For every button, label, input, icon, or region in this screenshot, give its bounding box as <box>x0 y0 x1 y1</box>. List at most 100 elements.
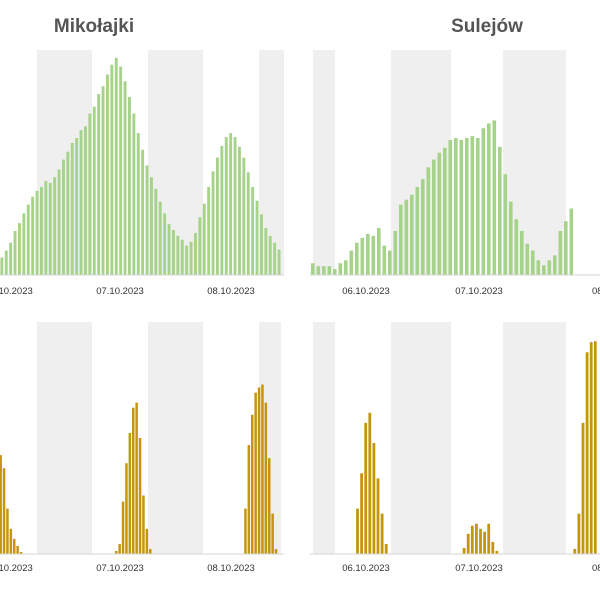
bar <box>268 235 272 275</box>
bar <box>448 140 453 275</box>
bar <box>247 445 251 554</box>
bar <box>220 145 224 275</box>
bar <box>48 183 52 275</box>
bar <box>470 136 475 275</box>
bar <box>92 106 96 276</box>
bar <box>404 199 409 275</box>
bar-series <box>356 341 597 554</box>
bar <box>114 57 118 275</box>
bar <box>443 147 447 275</box>
bar <box>261 384 264 554</box>
bar <box>4 250 8 275</box>
x-tick-label: 07.10.2023 <box>96 563 144 574</box>
bar <box>421 179 425 275</box>
x-tick-label: 08.10.2023 <box>207 286 255 297</box>
bar <box>268 458 271 554</box>
bar <box>2 468 6 554</box>
bar <box>62 159 65 275</box>
bar <box>125 463 128 554</box>
night-band <box>37 322 92 554</box>
bar <box>198 217 202 275</box>
bar <box>542 265 546 275</box>
bar <box>547 260 552 275</box>
bar <box>132 407 135 554</box>
bar <box>251 186 255 275</box>
bar <box>154 188 158 275</box>
bar <box>211 171 215 275</box>
bar <box>271 513 274 554</box>
bar <box>172 230 175 275</box>
bar <box>132 113 136 275</box>
bar <box>110 64 114 275</box>
bar <box>492 120 497 276</box>
x-tick-label: 07.10.2023 <box>455 563 503 574</box>
bar <box>581 422 585 554</box>
bar <box>229 133 233 275</box>
bar <box>0 257 4 275</box>
x-tick-label: 08.10.2023 <box>592 286 600 297</box>
bar <box>569 208 574 275</box>
panel-title: Mikołajki <box>54 16 134 37</box>
bar <box>136 133 140 275</box>
bar <box>553 255 557 275</box>
bar <box>277 249 281 275</box>
x-tick-label: 06.10.2023 <box>0 286 33 297</box>
bar <box>6 508 9 554</box>
bar <box>483 531 486 554</box>
bar <box>118 543 121 554</box>
bar <box>189 241 193 275</box>
panel-title: Sulejów <box>451 16 523 37</box>
bar <box>273 242 277 275</box>
bar <box>150 177 153 275</box>
bar <box>35 190 39 275</box>
bar <box>487 523 491 554</box>
bar <box>101 86 105 275</box>
bar <box>432 159 436 275</box>
bar <box>216 157 219 275</box>
bar <box>119 66 123 275</box>
bar <box>22 213 26 275</box>
bar <box>246 172 250 275</box>
bar <box>355 242 359 275</box>
bar <box>145 165 149 275</box>
bar <box>123 81 127 275</box>
bar <box>44 181 48 275</box>
bar <box>57 169 61 275</box>
bar <box>75 138 79 275</box>
bar <box>462 547 466 554</box>
bar <box>0 455 2 554</box>
bar <box>233 137 237 275</box>
bar <box>593 341 597 554</box>
bar <box>141 149 145 275</box>
bar <box>356 508 359 554</box>
x-tick-label: 08.10.2023 <box>592 563 600 574</box>
bar-series <box>0 384 278 554</box>
bar <box>415 186 420 275</box>
bar <box>558 230 563 275</box>
bar <box>487 123 491 276</box>
bar <box>376 478 380 554</box>
bar <box>366 233 370 275</box>
bar <box>142 495 145 554</box>
bar <box>577 513 581 554</box>
bar <box>410 194 414 275</box>
night-band <box>503 322 566 554</box>
bar <box>149 548 152 554</box>
bar <box>242 157 246 275</box>
bar <box>106 74 109 276</box>
bar <box>18 223 21 275</box>
bar <box>26 204 30 275</box>
bar <box>364 422 368 554</box>
bar <box>194 232 197 275</box>
bar <box>224 137 228 275</box>
bar <box>66 151 70 275</box>
bar <box>509 201 513 275</box>
bar <box>128 432 132 554</box>
bar <box>53 177 57 275</box>
bar <box>426 167 431 275</box>
bar <box>254 392 257 554</box>
bar <box>244 508 247 554</box>
night-band <box>503 50 566 275</box>
bar <box>454 138 458 275</box>
